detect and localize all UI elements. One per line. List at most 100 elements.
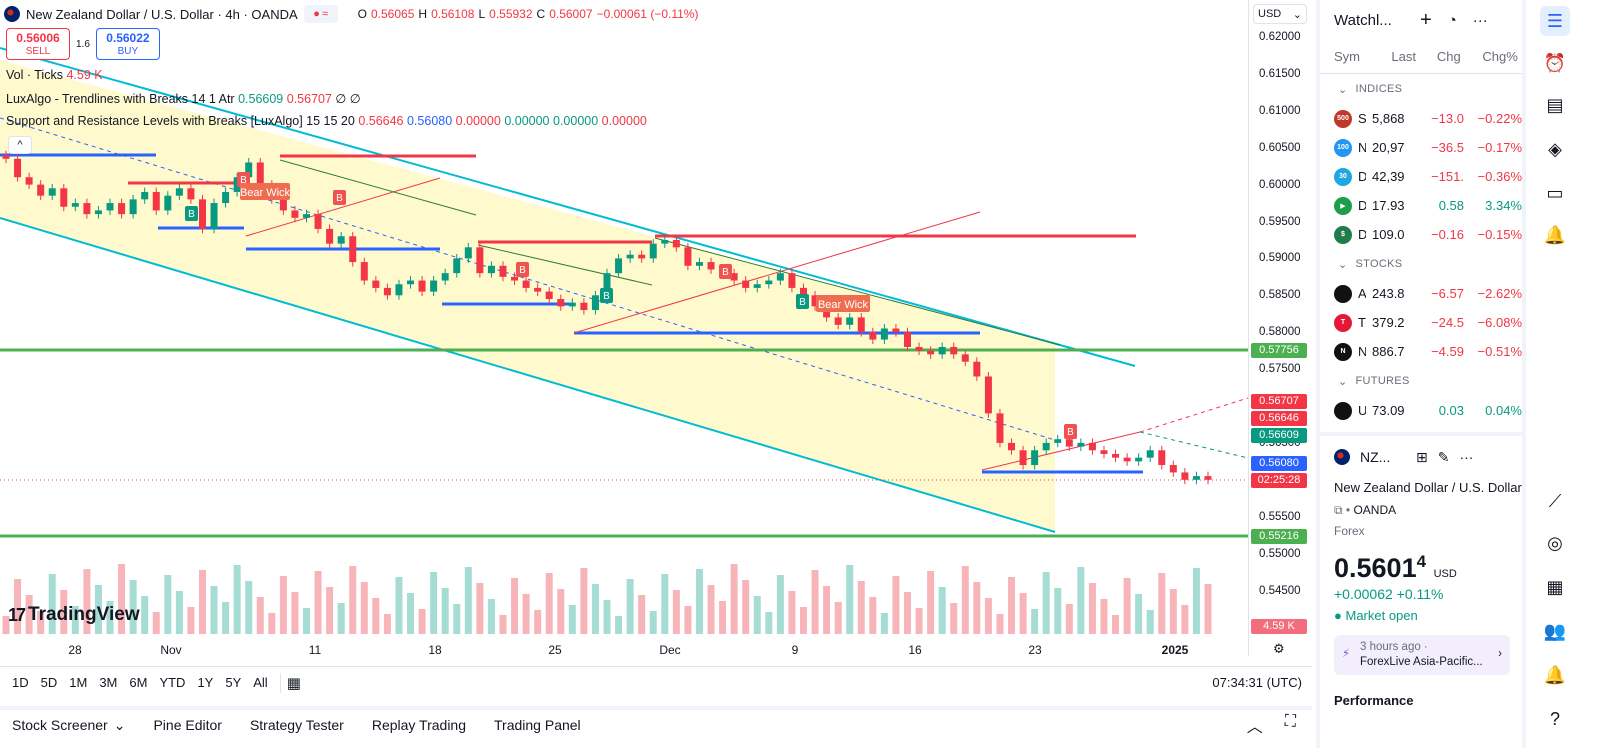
indicator-trendlines[interactable]: LuxAlgo - Trendlines with Breaks 14 1 At… [6,91,361,106]
candle[interactable] [776,273,784,281]
candle[interactable] [1042,442,1050,451]
candle[interactable] [141,191,149,200]
candle[interactable] [337,236,345,244]
calendar-range-icon[interactable]: ▦ [286,674,301,692]
watchlist-icon[interactable]: ☰ [1540,6,1570,36]
target-icon[interactable]: ◎ [1547,532,1563,553]
candle[interactable] [314,214,322,229]
sell-button[interactable]: 0.56006 SELL [6,28,70,60]
watchlist-row[interactable]: 500 S 5,868 −13.0 −0.22% [1320,104,1522,133]
candles[interactable] [2,150,1212,485]
candle[interactable] [464,247,472,259]
candle[interactable] [742,280,750,288]
candle[interactable] [164,195,172,211]
candle[interactable] [2,155,10,159]
candle[interactable] [1158,450,1166,466]
candle[interactable] [222,191,230,204]
candle[interactable] [1123,457,1131,462]
watchlist-row[interactable]: ▶ D 17.93 0.58 3.34% [1320,191,1522,220]
candle[interactable] [511,276,519,281]
symbol-legend[interactable]: New Zealand Dollar / U.S. Dollar · 4h · … [4,4,698,24]
bell-icon[interactable]: 🔔 [1543,664,1567,685]
candle[interactable] [927,350,935,355]
currency-select[interactable]: USD ⌄ [1253,4,1307,24]
add-symbol-icon[interactable]: + [1420,8,1432,31]
candle[interactable] [25,177,33,185]
watchlist-row[interactable]: N N 886.7 −4.59 −0.51% [1320,337,1522,366]
candle[interactable] [1112,453,1120,458]
candle[interactable] [534,287,542,292]
notification-bell-icon[interactable]: 🔔 [1543,224,1567,245]
candle[interactable] [71,203,79,207]
candle[interactable] [811,295,819,307]
col-sym[interactable]: Sym [1334,49,1360,64]
watchlist-title[interactable]: Watchl... [1334,11,1392,29]
candle[interactable] [118,203,126,215]
candle[interactable] [626,254,634,259]
candle[interactable] [1031,450,1039,466]
compare-button[interactable]: ● ≈ [303,5,338,23]
candle[interactable] [487,265,495,274]
candle[interactable] [1146,450,1154,458]
candle[interactable] [326,228,334,244]
collapse-legend-button[interactable]: ^ [8,136,32,154]
watchlist-row[interactable]: $ DX 109.0 −0.16 −0.15% [1320,220,1522,249]
candle[interactable] [615,258,623,274]
section-indices[interactable]: ⌄ INDICES [1320,74,1522,104]
candle[interactable] [48,188,56,196]
section-stocks[interactable]: ⌄ STOCKS [1320,249,1522,279]
candle[interactable] [892,328,900,333]
candle[interactable] [857,317,865,333]
tradingview-logo[interactable]: 17 TradingView [8,604,140,626]
buy-button[interactable]: 0.56022 BUY [95,28,160,60]
candle[interactable] [83,203,91,215]
candle[interactable] [765,280,773,285]
candle[interactable] [198,199,206,229]
candle[interactable] [1192,476,1200,480]
candle[interactable] [1077,442,1085,447]
candle[interactable] [441,273,449,281]
range-5d-button[interactable]: 5D [40,675,58,690]
candle[interactable] [557,298,565,307]
candle[interactable] [915,346,923,351]
candle[interactable] [256,162,264,185]
channel-lower-line[interactable] [0,217,1056,533]
candle[interactable] [1065,439,1073,447]
candle[interactable] [37,184,45,196]
range-1m-button[interactable]: 1M [69,675,88,690]
people-icon[interactable]: 👥 [1543,620,1567,641]
candle[interactable] [1135,457,1143,462]
candle[interactable] [661,239,669,244]
col-last[interactable]: Last [1391,49,1416,64]
candle[interactable] [1169,465,1177,473]
candle[interactable] [418,280,426,292]
range-5y-button[interactable]: 5Y [225,675,242,690]
more-icon[interactable]: ··· [1459,449,1474,465]
tab-strategy-tester[interactable]: Strategy Tester [249,717,344,733]
maximize-icon[interactable]: ⛶ [1284,713,1296,730]
price-chart[interactable]: B B Bear Wick B B B B B Bear Wick B [0,0,1248,636]
chat-icon[interactable]: ▭ [1546,182,1564,203]
candle[interactable] [580,302,588,311]
news-card[interactable]: ⚡ 3 hours ago · ForexLive Asia-Pacific..… [1334,635,1510,675]
candle[interactable] [869,332,877,340]
candle[interactable] [695,262,703,266]
candle[interactable] [175,188,183,196]
grid-icon[interactable]: ⊞ [1416,448,1428,465]
candle[interactable] [1204,476,1212,480]
edit-icon[interactable]: ✎ [1437,448,1450,465]
more-icon[interactable]: ··· [1472,11,1488,29]
candle[interactable] [730,273,738,281]
detail-exchange[interactable]: ⧉ • OANDA [1334,503,1522,518]
candle[interactable] [279,199,287,211]
candle[interactable] [753,284,761,288]
price-axis[interactable]: USD ⌄ 0.62000 0.61500 0.61000 0.60500 0.60000… [1248,0,1312,656]
candle[interactable] [14,158,22,178]
settings-gear-icon[interactable]: ⚙ [1273,641,1285,656]
pine-editor-icon[interactable]: ⟋ [1548,490,1562,511]
utc-clock[interactable]: 07:34:31 (UTC) [1212,675,1302,690]
watchlist-row[interactable]: T T 379.2 −24.5 −6.08% [1320,308,1522,337]
candle[interactable] [372,280,380,288]
watchlist-row[interactable]: A 243.8 −6.57 −2.62% [1320,279,1522,308]
candle[interactable] [799,287,807,296]
